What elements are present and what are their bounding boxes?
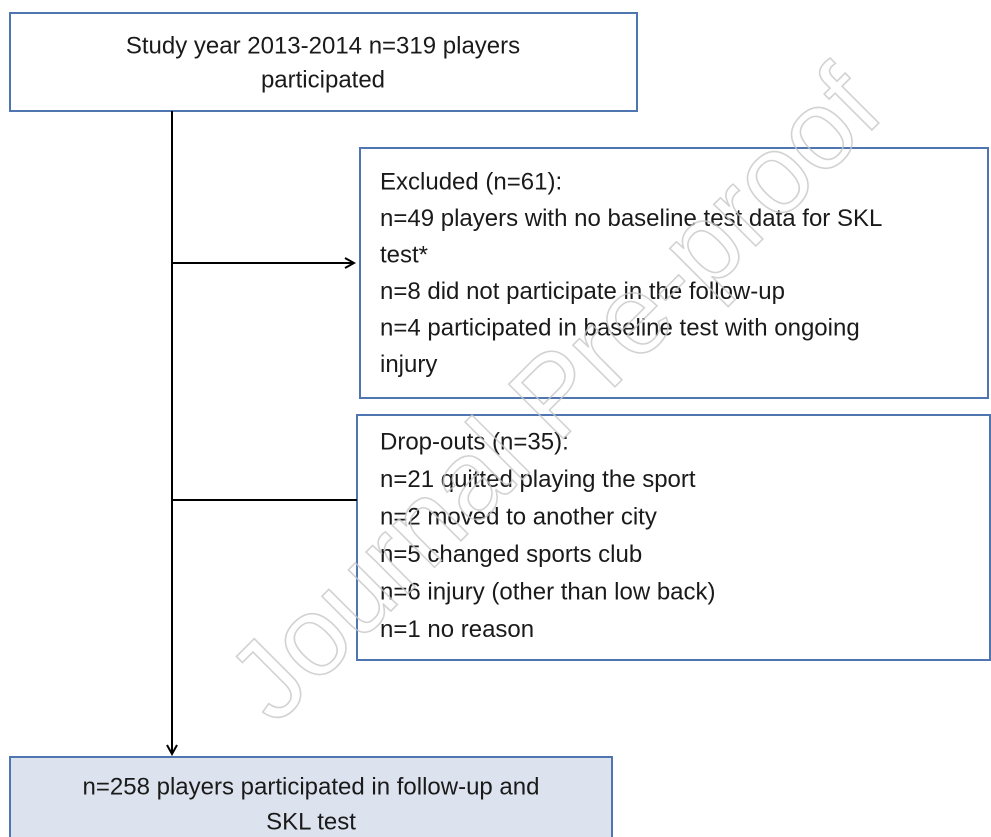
node-box <box>9 12 638 112</box>
node-line: n=49 players with no baseline test data … <box>380 205 882 232</box>
node-line: test* <box>380 241 428 268</box>
node-line: n=21 quitted playing the sport <box>380 466 696 493</box>
node-line: Drop-outs (n=35): <box>380 428 569 455</box>
node-line: participated <box>261 66 385 93</box>
node-texts: Study year 2013-2014 n=319 players partic… <box>83 32 883 835</box>
node-box <box>356 414 991 661</box>
node-line: injury <box>380 351 437 378</box>
node-line: n=4 participated in baseline test with o… <box>380 314 860 341</box>
node-line: n=2 moved to another city <box>380 503 657 530</box>
node-line: n=5 changed sports club <box>380 541 642 568</box>
node-line: Excluded (n=61): <box>380 168 562 195</box>
node-box <box>9 756 613 837</box>
node-line: SKL test <box>266 808 356 835</box>
node-line: n=6 injury (other than low back) <box>380 578 716 605</box>
node-box <box>359 147 989 399</box>
node-line: n=1 no reason <box>380 616 534 643</box>
node-line: Study year 2013-2014 n=319 players <box>126 32 520 59</box>
node-line: n=8 did not participate in the follow-up <box>380 278 785 305</box>
node-line: n=258 players participated in follow-up … <box>83 773 540 800</box>
